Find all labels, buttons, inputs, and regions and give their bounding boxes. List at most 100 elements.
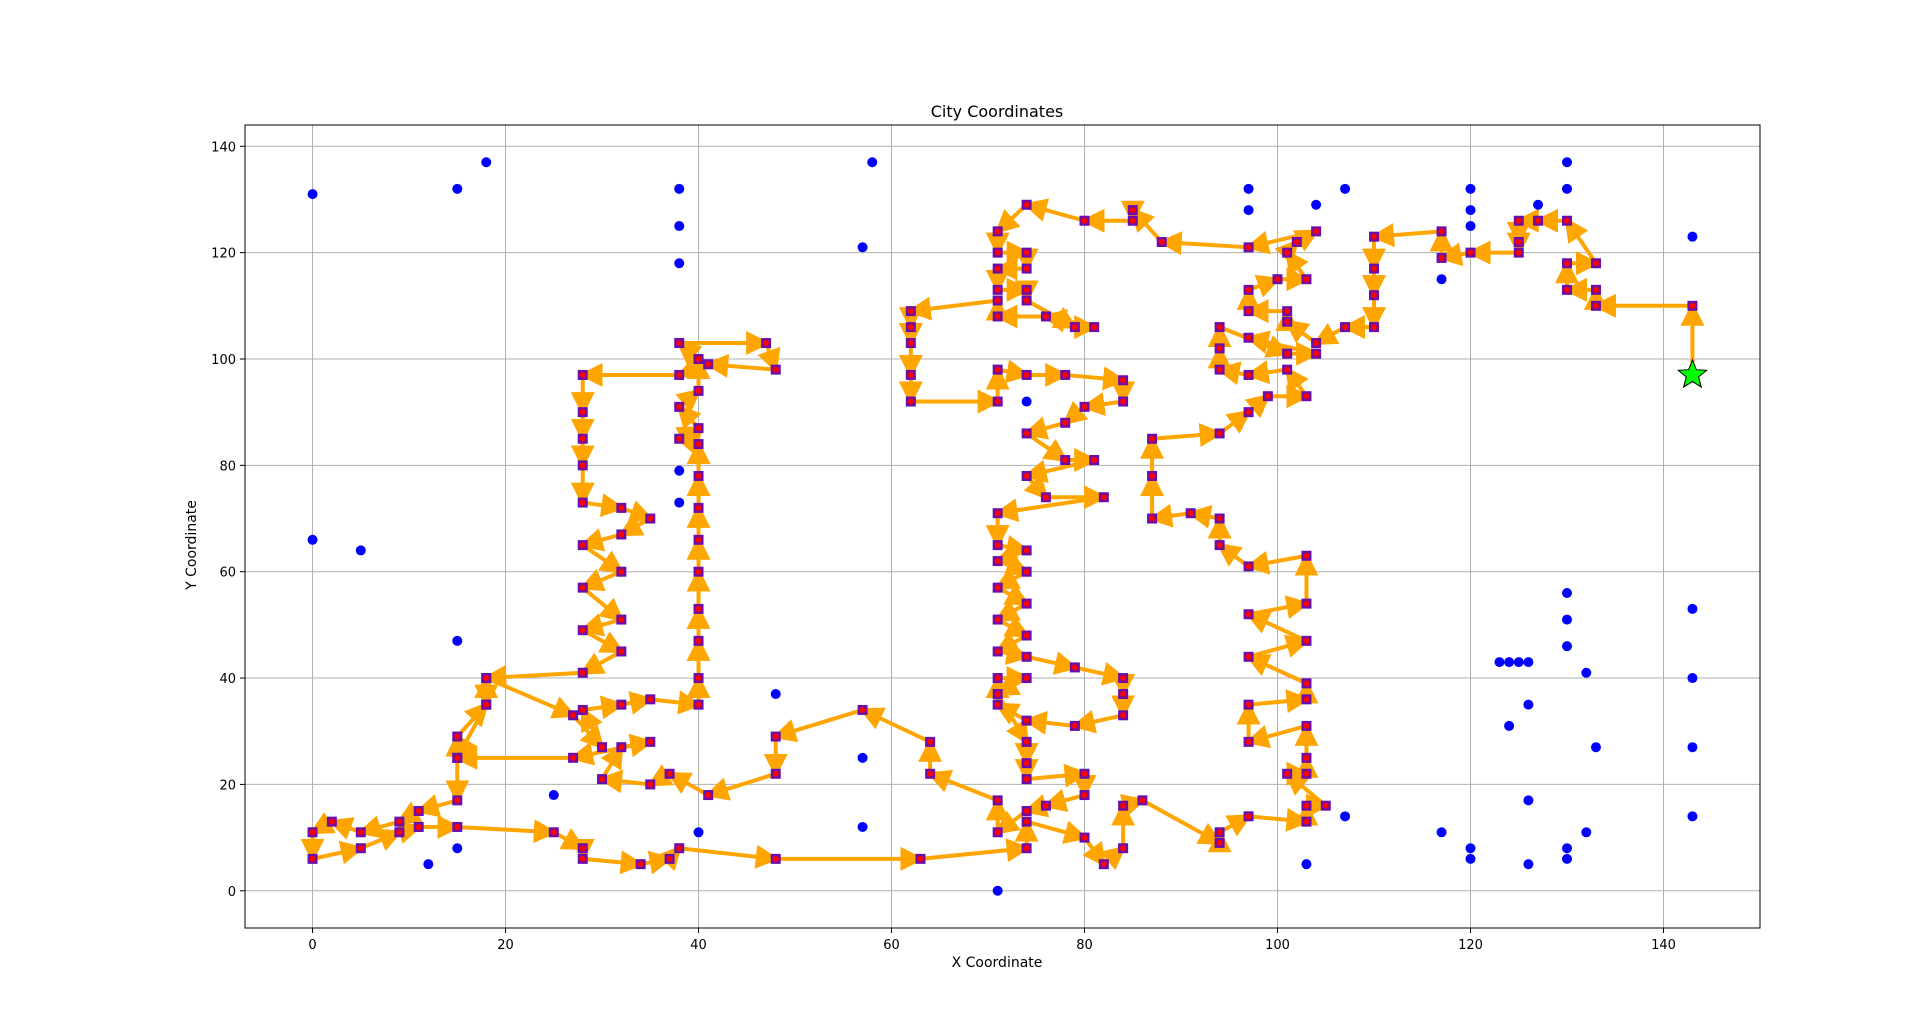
visited-city-marker: [1303, 818, 1310, 825]
visited-city-marker: [1062, 419, 1069, 426]
visited-city-marker: [1245, 813, 1252, 820]
visited-city-marker: [994, 510, 1001, 517]
route-arrow: [1244, 330, 1319, 356]
route-arrow: [578, 613, 624, 637]
visited-city-marker: [1303, 754, 1310, 761]
route-arrow: [1042, 788, 1087, 812]
city-point: [1533, 199, 1544, 210]
visited-city-marker: [396, 818, 403, 825]
visited-city-marker: [994, 797, 1001, 804]
visited-city-marker: [454, 754, 461, 761]
visited-city-marker: [579, 542, 586, 549]
city-point: [1523, 699, 1534, 710]
visited-city-marker: [1303, 680, 1310, 687]
visited-city-marker: [599, 776, 606, 783]
visited-city-marker: [1062, 457, 1069, 464]
visited-city-marker: [1371, 233, 1378, 240]
visited-city-marker: [1100, 494, 1107, 501]
visited-city-marker: [357, 829, 364, 836]
visited-city-marker: [994, 829, 1001, 836]
visited-city-marker: [579, 462, 586, 469]
visited-city-marker: [1467, 249, 1474, 256]
route-arrow: [310, 840, 365, 865]
visited-city-marker: [666, 770, 673, 777]
visited-city-marker: [1245, 286, 1252, 293]
route-arrow: [600, 743, 624, 782]
route-arrow: [1022, 198, 1087, 223]
visited-city-marker: [1120, 398, 1127, 405]
city-point: [1436, 827, 1447, 838]
city-point: [1504, 657, 1515, 668]
route-arrow: [580, 585, 625, 623]
visited-city-marker: [396, 829, 403, 836]
route-arrow: [1244, 611, 1309, 643]
visited-city-marker: [763, 340, 770, 347]
visited-city-marker: [695, 472, 702, 479]
visited-city-marker: [579, 855, 586, 862]
x-tick-label: 60: [883, 938, 900, 953]
route-arrow: [704, 771, 778, 801]
route-arrow: [666, 771, 711, 798]
visited-city-marker: [1023, 632, 1030, 639]
route-arrow: [580, 628, 625, 654]
visited-city-marker: [1216, 542, 1223, 549]
visited-city-marker: [695, 605, 702, 612]
visited-city-marker: [1592, 302, 1599, 309]
visited-city-marker: [1371, 292, 1378, 299]
route-arrow: [1024, 651, 1079, 675]
route-arrow: [580, 706, 605, 750]
visited-city-marker: [1216, 829, 1223, 836]
visited-city-marker: [1149, 435, 1156, 442]
route-arrow: [906, 296, 1000, 321]
city-point: [423, 859, 434, 870]
route-arrow: [1024, 819, 1089, 844]
visited-city-marker: [1071, 664, 1078, 671]
visited-city-marker: [1023, 845, 1030, 852]
route-arrow: [1070, 709, 1126, 734]
city-point: [1562, 183, 1573, 194]
start-city-star: [1676, 358, 1709, 389]
visited-city-marker: [1139, 797, 1146, 804]
route-arrow: [1140, 798, 1224, 845]
visited-city-marker: [1303, 696, 1310, 703]
visited-city-marker: [772, 733, 779, 740]
visited-city-marker: [705, 361, 712, 368]
visited-city-marker: [772, 855, 779, 862]
visited-city-marker: [309, 855, 316, 862]
x-axis-label: X Coordinate: [952, 955, 1043, 971]
visited-city-marker: [1313, 350, 1320, 357]
visited-city-marker: [927, 770, 934, 777]
visited-city-marker: [1071, 722, 1078, 729]
visited-city-marker: [1023, 547, 1030, 554]
city-point: [674, 221, 685, 232]
visited-city-marker: [618, 531, 625, 538]
visited-city-marker: [1245, 611, 1252, 618]
visited-city-marker: [994, 398, 1001, 405]
axes-frame: [244, 124, 1761, 929]
city-point: [1021, 396, 1032, 407]
visited-city-marker: [1023, 297, 1030, 304]
visited-city-marker: [1264, 393, 1271, 400]
visited-city-marker: [1284, 770, 1291, 777]
city-point: [857, 242, 868, 253]
visited-city-marker: [1216, 366, 1223, 373]
visited-city-marker: [994, 265, 1001, 272]
visited-city-marker: [637, 861, 644, 868]
start-layer: [1676, 358, 1709, 389]
route-arrow: [677, 844, 780, 869]
visited-city-marker: [1081, 403, 1088, 410]
visited-city-marker: [927, 738, 934, 745]
visited-city-marker: [1023, 430, 1030, 437]
route-arrow: [1244, 723, 1309, 749]
cities-layer: [307, 157, 1698, 896]
visited-city-marker: [695, 387, 702, 394]
visited-city-marker: [1023, 249, 1030, 256]
visited-city-marker: [570, 754, 577, 761]
visited-city-marker: [1023, 760, 1030, 767]
visited-city-marker: [994, 313, 1001, 320]
route-arrow: [1150, 423, 1224, 447]
visited-city-marker: [1245, 563, 1252, 570]
visited-city-marker: [1535, 217, 1542, 224]
route-arrow: [926, 769, 1000, 803]
visited-city-marker: [454, 733, 461, 740]
